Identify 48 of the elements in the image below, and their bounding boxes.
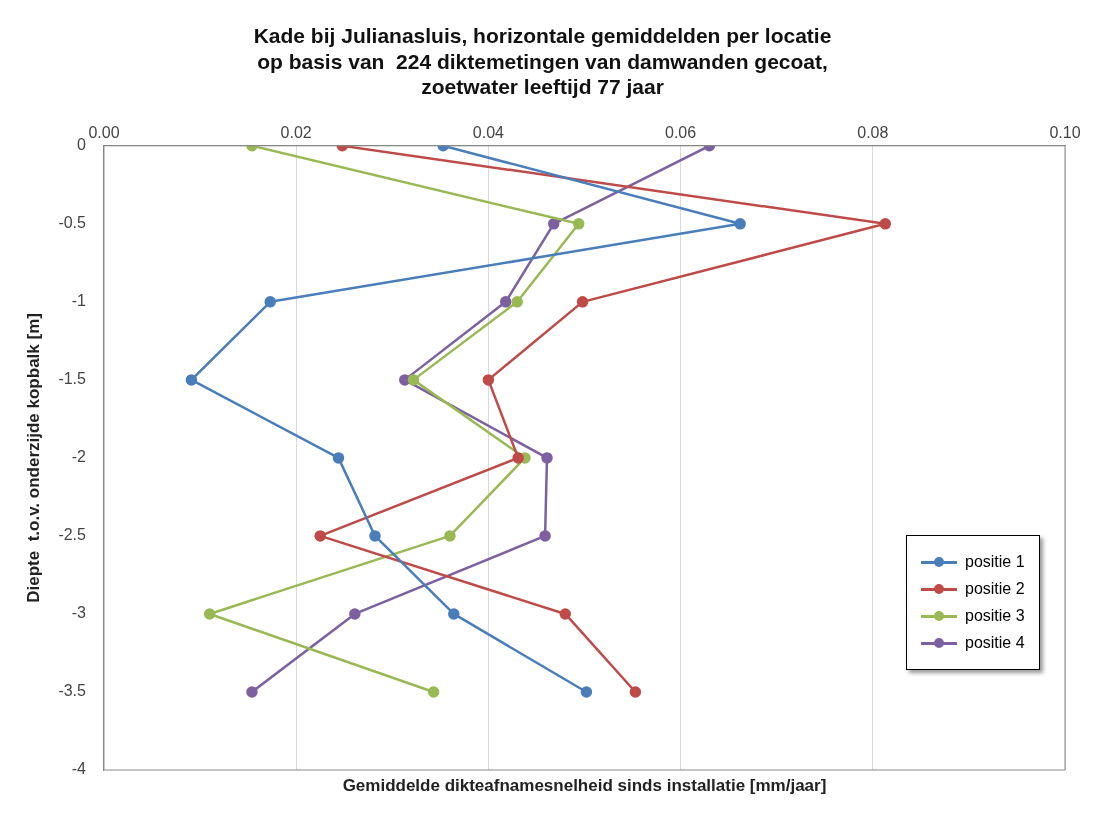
legend-label: positie 1 <box>965 553 1025 571</box>
x-tick-label: 0.02 <box>280 123 312 141</box>
point <box>572 218 585 230</box>
point <box>448 608 460 620</box>
point <box>185 374 198 386</box>
chart-title: Kade bij Julianasluis, horizontale gemiddelden per locatie op basis van 224 diktemetingen van damwanden gecoat, zoetwater leeftijd 77 jaar <box>253 24 832 98</box>
point <box>879 218 892 230</box>
y-axis-title: Diepte t.o.v. onderzijde kopbalk [m] <box>23 313 43 603</box>
legend-label: positie 3 <box>965 607 1025 625</box>
y-tick-label: -1.5 <box>58 370 87 388</box>
point <box>576 296 589 308</box>
x-tick-label: 0.06 <box>665 123 697 141</box>
point <box>734 218 746 230</box>
legend-label: positie 4 <box>965 634 1025 652</box>
point <box>349 608 361 620</box>
point <box>332 452 345 464</box>
x-tick-label: 0.00 <box>88 123 120 141</box>
point <box>499 296 512 308</box>
x-axis-title: Gemiddelde dikteafnamesnelheid sinds installatie [mm/jaar] <box>341 776 828 796</box>
point <box>407 374 420 386</box>
y-tick-label: -2.5 <box>58 526 87 544</box>
point <box>547 218 560 230</box>
point <box>629 686 642 698</box>
point <box>427 686 440 698</box>
y-tick-label: -3 <box>71 604 87 622</box>
point <box>246 686 258 698</box>
y-tick-label: 0 <box>77 136 87 154</box>
point <box>203 608 216 620</box>
point <box>559 608 572 620</box>
point <box>511 296 523 308</box>
y-tick-label: -0.5 <box>58 214 87 232</box>
x-tick-label: 0.10 <box>1049 123 1081 141</box>
point <box>580 686 593 698</box>
x-tick-label: 0.04 <box>472 123 505 141</box>
y-tick-label: -3.5 <box>58 682 87 700</box>
y-tick-label: -2 <box>71 448 87 466</box>
point <box>541 452 553 464</box>
y-tick-label: -1 <box>71 292 87 310</box>
point <box>512 452 524 464</box>
point <box>264 296 276 308</box>
y-tick-label: -4 <box>71 760 87 778</box>
point <box>314 530 326 542</box>
point <box>539 530 551 542</box>
point <box>444 530 456 542</box>
point <box>369 530 381 542</box>
legend-label: positie 2 <box>965 580 1025 598</box>
point <box>482 374 495 386</box>
x-tick-label: 0.08 <box>857 123 889 141</box>
